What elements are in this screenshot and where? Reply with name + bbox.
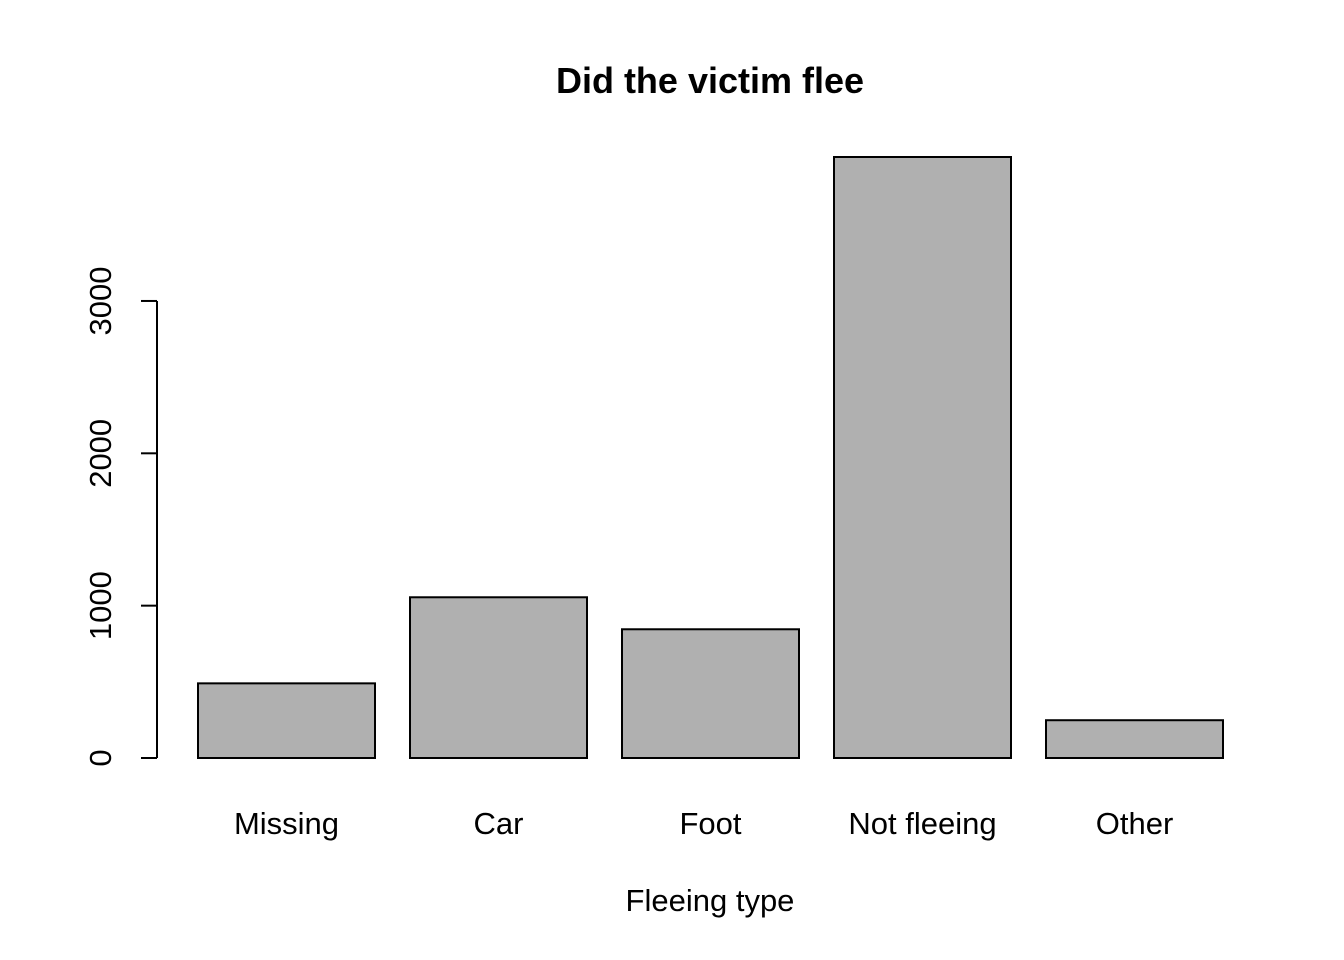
x-axis-labels: Missing Car Foot Not fleeing Other [234, 806, 1173, 841]
x-tick-label: Not fleeing [848, 806, 996, 841]
bar-foot [621, 628, 800, 759]
y-tick-label: 1000 [83, 571, 118, 640]
x-axis-title: Fleeing type [626, 883, 795, 918]
bar-other [1045, 719, 1224, 759]
y-tick-label: 2000 [83, 419, 118, 488]
x-tick-label: Missing [234, 806, 339, 841]
x-tick-label: Car [474, 806, 524, 841]
chart-title: Did the victim flee [556, 60, 864, 101]
bar-not-fleeing [833, 156, 1012, 759]
y-axis: 0 1000 2000 3000 [83, 266, 158, 767]
y-tick-label: 0 [83, 749, 118, 766]
x-tick-label: Other [1096, 806, 1174, 841]
bar-missing [197, 682, 376, 759]
bars [197, 156, 1224, 759]
bar-car [409, 596, 588, 759]
y-tick-label: 3000 [83, 266, 118, 335]
x-tick-label: Foot [679, 806, 741, 841]
